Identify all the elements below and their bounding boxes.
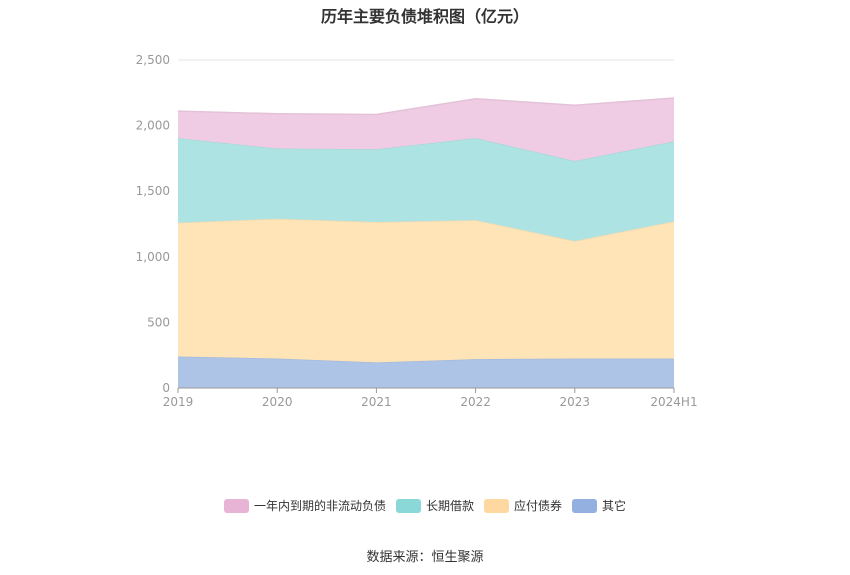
legend-label: 其它: [602, 499, 627, 513]
y-tick-label: 1,500: [136, 184, 170, 198]
chart-plot: 0 500 1,000 1,500 2,000 2,500 2019 2020 2021 2022…: [136, 53, 698, 409]
legend-label: 长期借款: [425, 499, 474, 513]
area-series-0: [178, 356, 674, 388]
y-tick-label: 0: [162, 381, 170, 395]
area-series-1: [178, 218, 674, 363]
legend-swatch: [484, 498, 509, 513]
legend-item[interactable]: 长期借款: [395, 497, 474, 514]
legend-label: 应付债券: [514, 499, 563, 513]
x-tick-label: 2024H1: [650, 395, 697, 409]
y-tick-label: 2,500: [136, 53, 170, 67]
y-tick-label: 500: [147, 315, 170, 329]
legend-swatch: [223, 498, 249, 513]
x-tick-label: 2020: [262, 395, 293, 409]
y-tick-label: 1,000: [136, 250, 170, 264]
data-source: 数据来源：恒生聚源: [366, 550, 484, 565]
chart-title: 历年主要负债堆积图（亿元）: [320, 7, 529, 26]
legend-item[interactable]: 应付债券: [484, 497, 562, 514]
area-series-2: [178, 138, 674, 242]
area-series-line-3: [177, 97, 675, 116]
x-tick-label: 2021: [361, 395, 392, 409]
legend: 一年内到期的非流动负债 长期借款 应付债券 其它: [0, 497, 850, 514]
legend-swatch: [572, 498, 598, 513]
legend-label: 一年内到期的非流动负债: [253, 499, 386, 513]
legend-item[interactable]: 一年内到期的非流动负债: [223, 497, 386, 514]
x-tick-label: 2022: [460, 395, 491, 409]
x-tick-label: 2019: [163, 395, 194, 409]
legend-item[interactable]: 其它: [572, 497, 626, 514]
legend-swatch: [395, 498, 421, 513]
y-tick-label: 2,000: [136, 119, 170, 133]
area-series-3: [178, 98, 674, 162]
x-tick-label: 2023: [560, 395, 591, 409]
